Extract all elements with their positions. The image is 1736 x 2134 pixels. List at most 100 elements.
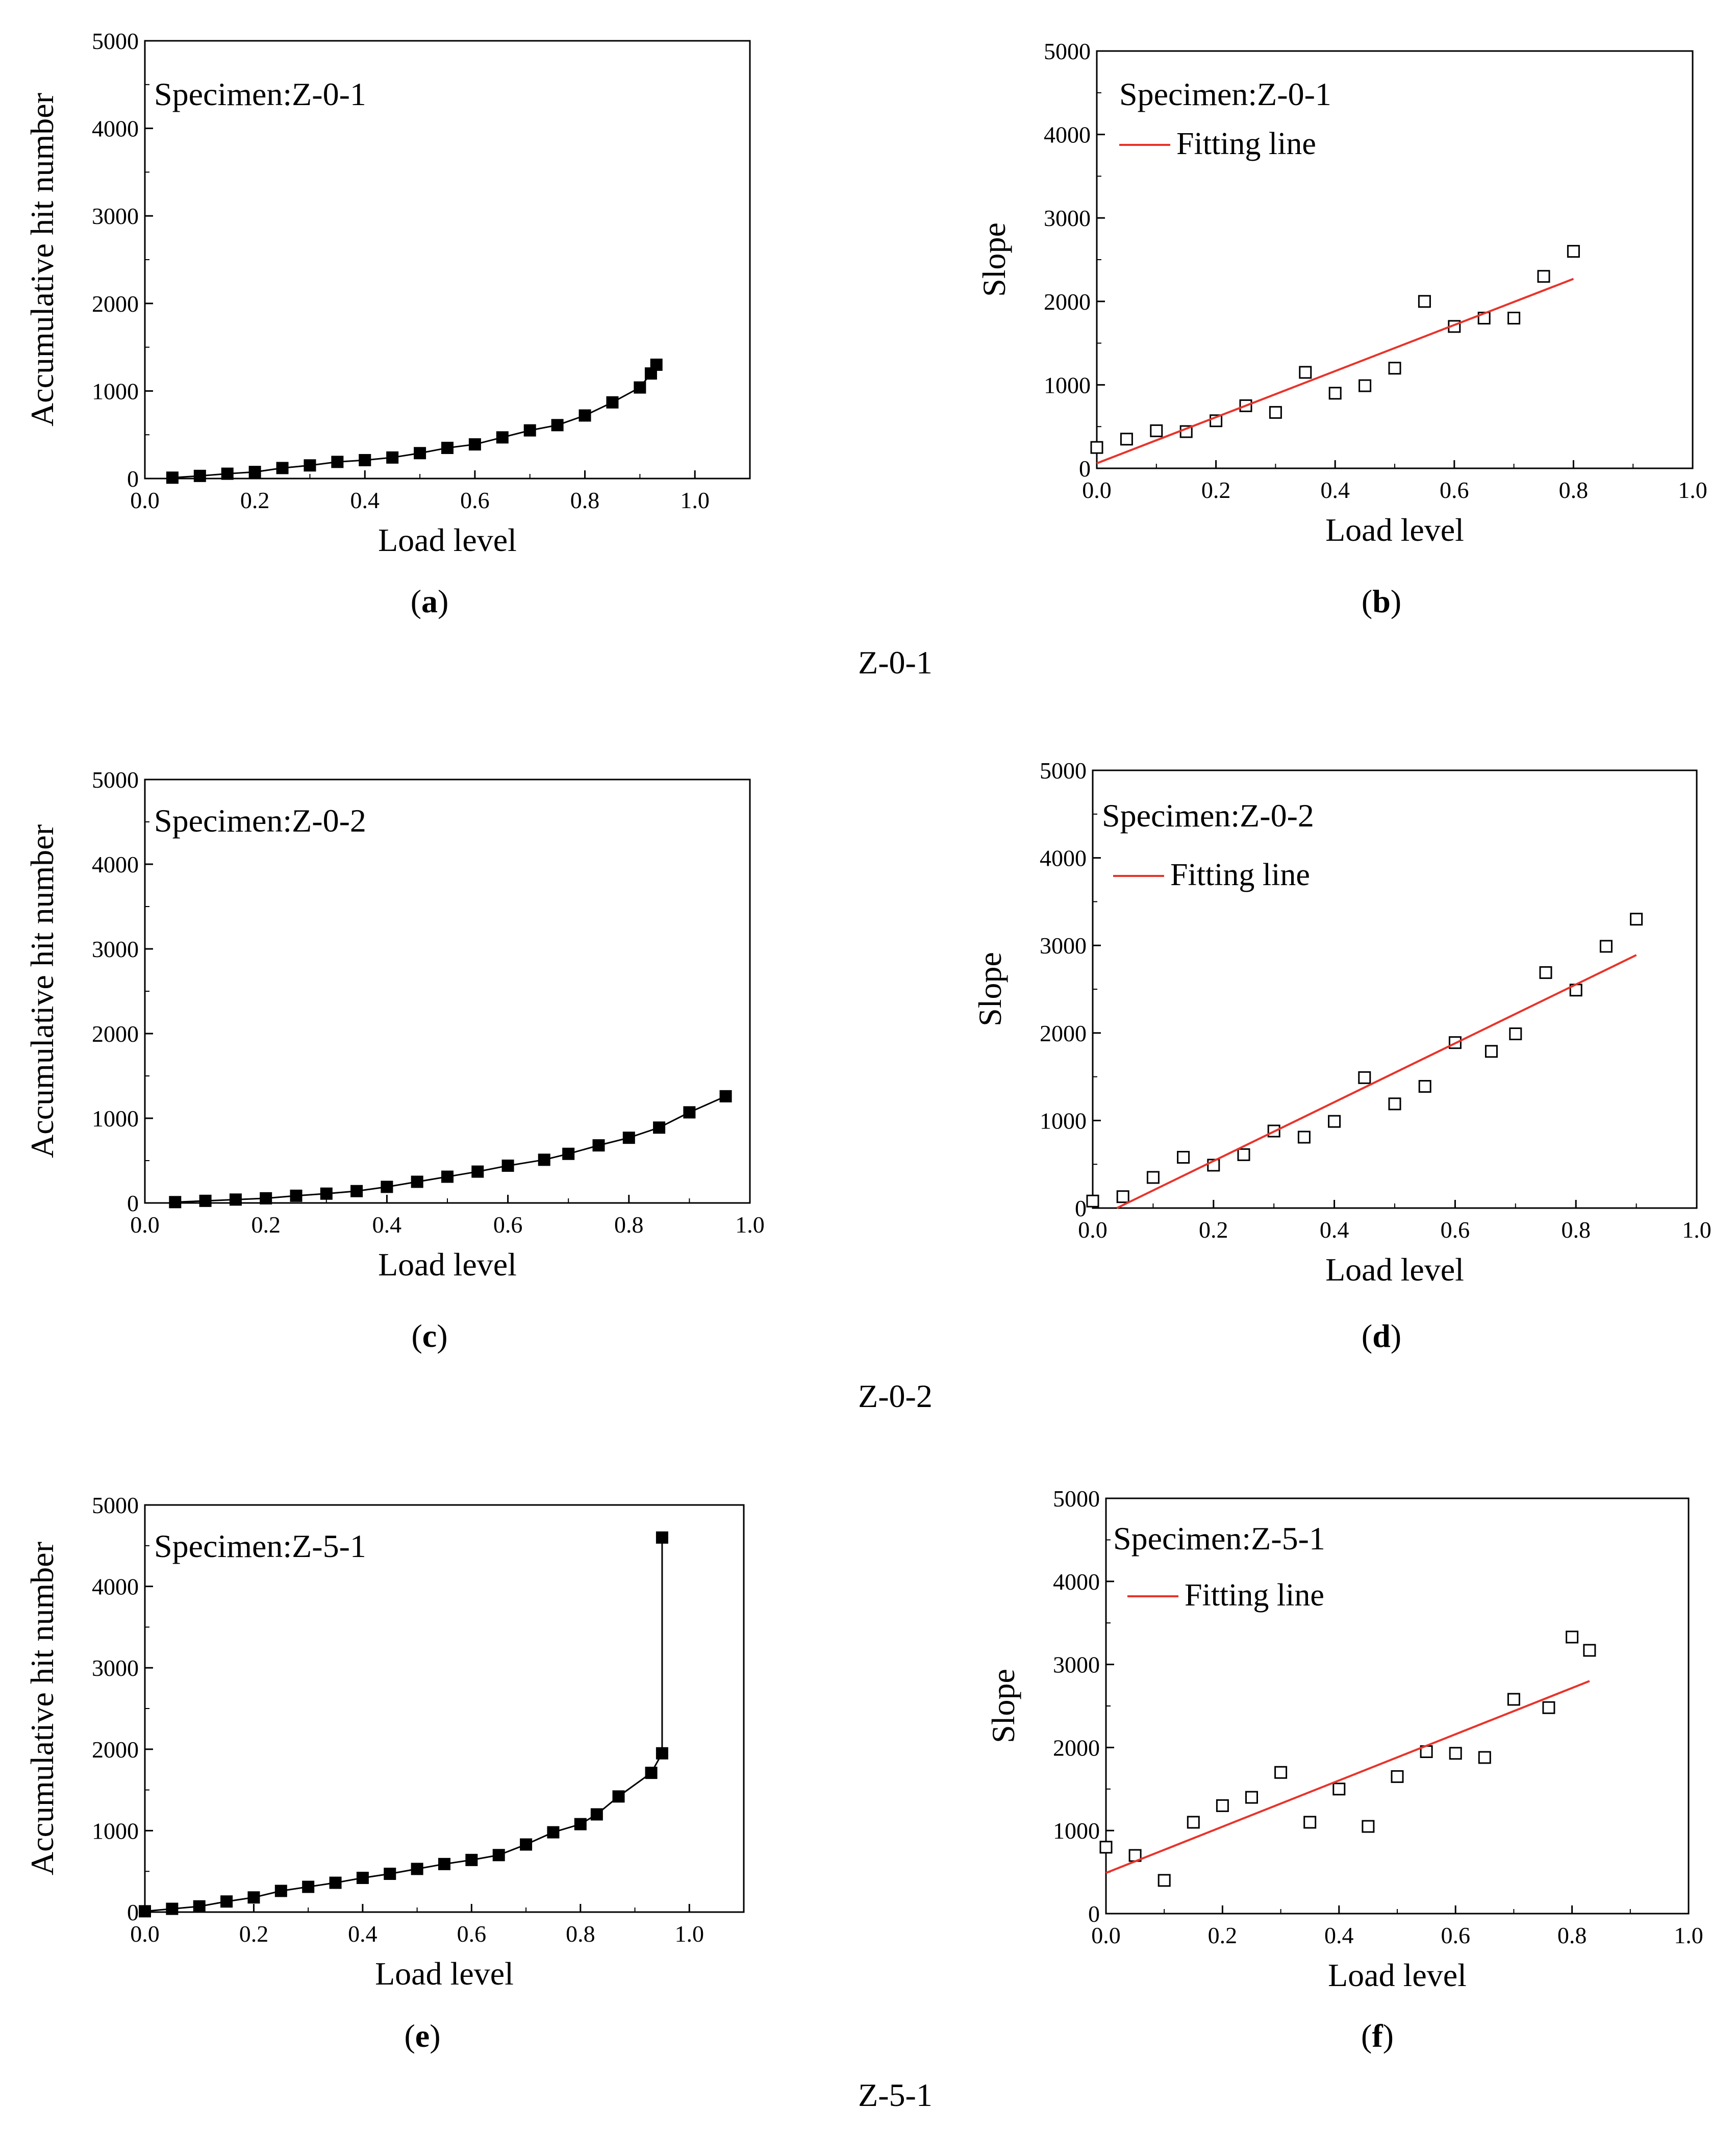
y-tick-label: 1000 (1053, 1818, 1100, 1844)
data-point (634, 381, 646, 394)
x-tick-label: 0.0 (1078, 1217, 1108, 1243)
data-point (260, 1192, 272, 1204)
panel-caption: (d) (1362, 1318, 1401, 1354)
y-tick-label: 4000 (1053, 1569, 1100, 1595)
x-tick-label: 0.8 (1559, 477, 1589, 503)
data-point (414, 447, 426, 460)
y-tick-label: 4000 (92, 116, 139, 142)
data-point (578, 409, 591, 422)
data-point (1328, 387, 1342, 400)
fitting-line (1096, 278, 1574, 465)
chart-panel-e: 0.0 0.2 0.4 0.6 0.8 1.0 0 1000 2000 3000 4000 5000 L… (24, 1492, 745, 2054)
chart-panel-f: 0.0 0.2 0.4 0.6 0.8 1.0 0 1000 2000 3000 4000 5000 L… (985, 1486, 1703, 2054)
y-tick-label: 5000 (1053, 1486, 1100, 1512)
fitting-line (1116, 954, 1637, 1209)
x-tick-label: 1.0 (1674, 1922, 1703, 1948)
y-tick-label: 0 (127, 466, 139, 492)
y-tick-label: 2000 (92, 1737, 139, 1763)
data-point (193, 469, 206, 482)
y-axis-title: Accumulative hit number (24, 1542, 60, 1875)
fitting-line (1105, 1680, 1590, 1874)
chart-panel-b: 0.0 0.2 0.4 0.6 0.8 1.0 0 1000 2000 3000 4000 5000 L… (976, 38, 1707, 619)
x-tick-label: 0.8 (1557, 1922, 1587, 1948)
y-tick-label: 0 (1079, 456, 1091, 482)
panel-caption: (c) (411, 1318, 447, 1354)
x-axis-title: Load level (375, 1955, 514, 1992)
plot-frame (144, 779, 751, 1204)
panel-caption: (a) (411, 583, 449, 619)
data-point (359, 454, 371, 466)
specimen-label: Specimen:Z-0-1 (1119, 76, 1331, 112)
data-point (645, 1767, 658, 1779)
data-point (492, 1849, 505, 1862)
data-point (1537, 270, 1550, 283)
y-tick-label: 5000 (1044, 38, 1091, 64)
data-point (1332, 1782, 1346, 1796)
y-tick-label: 2000 (92, 291, 139, 317)
data-point (1391, 1770, 1404, 1783)
data-point (166, 1902, 179, 1915)
x-tick-label: 0.6 (457, 1921, 487, 1947)
data-point (166, 471, 179, 484)
data-point (501, 1159, 514, 1172)
data-point (653, 1121, 666, 1134)
data-point (290, 1189, 303, 1202)
data-point (1566, 1630, 1579, 1644)
x-tick-label: 0.8 (614, 1212, 644, 1238)
data-point (1245, 1791, 1258, 1804)
x-tick-label: 0.6 (493, 1212, 523, 1238)
data-point (247, 1891, 260, 1904)
data-point (220, 1895, 233, 1908)
data-point (523, 424, 536, 437)
group-captions: Z-0-1 Z-0-2 Z-5-1 (858, 644, 933, 2113)
data-point (169, 1196, 182, 1209)
x-tick-label: 0.2 (1201, 477, 1231, 503)
panel-caption: (f) (1361, 2018, 1394, 2054)
data-point (199, 1194, 212, 1207)
y-tick-label: 1000 (92, 1106, 139, 1132)
data-point (1116, 1190, 1129, 1203)
data-point (1583, 1644, 1596, 1657)
specimen-label: Specimen:Z-0-1 (154, 76, 366, 112)
data-point (139, 1905, 151, 1918)
x-tick-label: 0.8 (570, 487, 600, 513)
data-point (411, 1863, 423, 1875)
x-tick-label: 0.0 (130, 1921, 160, 1947)
data-point (1090, 441, 1103, 454)
data-point (574, 1818, 587, 1830)
data-point (1478, 1751, 1491, 1764)
y-tick-label: 4000 (1040, 845, 1087, 871)
x-tick-label: 0.2 (1208, 1922, 1238, 1948)
data-point (590, 1808, 603, 1821)
chart-panel-d: 0.0 0.2 0.4 0.6 0.8 1.0 0 1000 2000 3000 4000 5000 L… (972, 758, 1712, 1354)
y-tick-label: 0 (1088, 1901, 1100, 1927)
data-point (350, 1185, 363, 1197)
data-point (304, 459, 316, 472)
data-point (1158, 1874, 1171, 1887)
y-axis-title: Accumulative hit number (24, 824, 60, 1158)
x-axis-title: Load level (1325, 1251, 1464, 1288)
y-tick-label: 1000 (1044, 372, 1091, 398)
data-point (468, 438, 481, 451)
x-tick-label: 0.0 (1091, 1922, 1121, 1948)
series-line (175, 1095, 726, 1203)
y-tick-label: 3000 (1053, 1652, 1100, 1678)
data-point (1567, 245, 1580, 258)
data-point (411, 1175, 423, 1188)
chart-panels: 0.0 0.2 0.4 0.6 0.8 1.0 0 1000 2000 3000 4000 5000 L… (24, 28, 1712, 2054)
y-tick-label: 0 (127, 1190, 139, 1216)
data-point (606, 396, 619, 409)
data-point (331, 456, 344, 468)
data-point (1358, 379, 1372, 392)
data-point (622, 1132, 635, 1144)
data-point (1418, 295, 1431, 308)
x-tick-label: 0.0 (130, 487, 160, 513)
y-tick-label: 5000 (92, 28, 139, 54)
x-tick-label: 0.8 (566, 1921, 595, 1947)
y-tick-label: 0 (1075, 1195, 1087, 1221)
y-tick-label: 4000 (1044, 122, 1091, 148)
data-point (656, 1531, 668, 1544)
data-point (1388, 362, 1401, 375)
data-point (302, 1880, 315, 1893)
x-tick-label: 0.0 (1082, 477, 1112, 503)
